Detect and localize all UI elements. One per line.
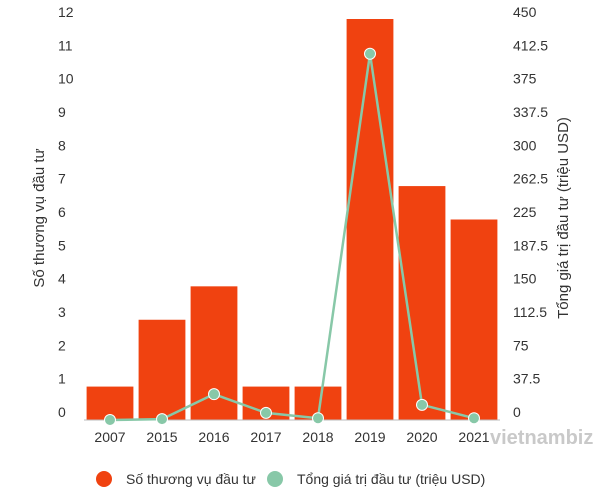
line-series — [104, 47, 480, 426]
y-tick-left: 3 — [58, 304, 66, 320]
point-2020 — [416, 398, 428, 411]
y-tick-right: 300 — [513, 137, 537, 153]
y-axis-title-right: Tổng giá trị đầu tư (triệu USD) — [555, 117, 572, 319]
y-tick-right: 412.5 — [513, 37, 548, 53]
x-axis-ticks: 2007 2015 2016 2017 2018 2019 2020 2021 — [94, 429, 489, 445]
y-tick-left: 4 — [58, 271, 66, 287]
y-axis-title-left: Số thương vụ đầu tư — [31, 148, 48, 287]
x-tick: 2015 — [146, 429, 177, 445]
bar-2021 — [450, 219, 498, 420]
y-tick-left: 1 — [58, 371, 66, 387]
legend: Số thương vụ đầu tư Tổng giá trị đầu tư … — [96, 471, 485, 487]
y-tick-left: 9 — [58, 104, 66, 120]
y-tick-right: 450 — [513, 4, 537, 20]
point-2015 — [156, 413, 168, 426]
x-tick: 2017 — [250, 429, 281, 445]
y-tick-left: 7 — [58, 171, 66, 187]
bar-2019 — [346, 19, 394, 420]
y-tick-left: 0 — [58, 404, 66, 420]
y-tick-right: 75 — [513, 337, 529, 353]
right-axis-ticks: 0 37.5 75 112.5 150 187.5 225 262.5 300 337.5 375 4… — [513, 4, 548, 420]
y-tick-left: 12 — [58, 4, 74, 20]
legend-label-bars: Số thương vụ đầu tư — [126, 471, 256, 487]
y-tick-left: 10 — [58, 71, 74, 87]
y-tick-left: 6 — [58, 204, 66, 220]
point-2018 — [312, 412, 324, 425]
y-tick-right: 337.5 — [513, 104, 548, 120]
point-2017 — [260, 406, 272, 419]
y-tick-right: 112.5 — [513, 304, 547, 320]
x-tick: 2020 — [406, 429, 437, 445]
point-2019 — [364, 47, 376, 60]
y-tick-right: 375 — [513, 71, 537, 87]
y-tick-left: 2 — [58, 337, 66, 353]
y-tick-right: 0 — [513, 404, 521, 420]
y-tick-right: 262.5 — [513, 171, 548, 187]
x-tick: 2019 — [354, 429, 385, 445]
x-tick: 2018 — [302, 429, 333, 445]
y-tick-left: 11 — [58, 37, 73, 53]
legend-swatch-line — [267, 471, 283, 487]
legend-swatch-bars — [96, 471, 112, 487]
y-tick-left: 8 — [58, 137, 66, 153]
x-tick: 2016 — [198, 429, 229, 445]
bar-2015 — [138, 319, 186, 420]
point-2021 — [468, 412, 480, 425]
y-tick-left: 5 — [58, 237, 66, 253]
y-tick-right: 225 — [513, 204, 537, 220]
x-tick: 2007 — [94, 429, 125, 445]
legend-label-line: Tổng giá trị đầu tư (triệu USD) — [297, 471, 485, 487]
y-tick-right: 150 — [513, 271, 537, 287]
point-2007 — [104, 414, 116, 426]
x-tick: 2021 — [458, 429, 489, 445]
watermark-logo: vietnambiz — [490, 427, 593, 449]
bar-2020 — [398, 186, 446, 420]
series-line — [109, 52, 475, 422]
y-tick-right: 187.5 — [513, 237, 548, 253]
bar-series — [86, 19, 498, 420]
y-tick-right: 37.5 — [513, 371, 540, 387]
point-2016 — [208, 388, 220, 401]
